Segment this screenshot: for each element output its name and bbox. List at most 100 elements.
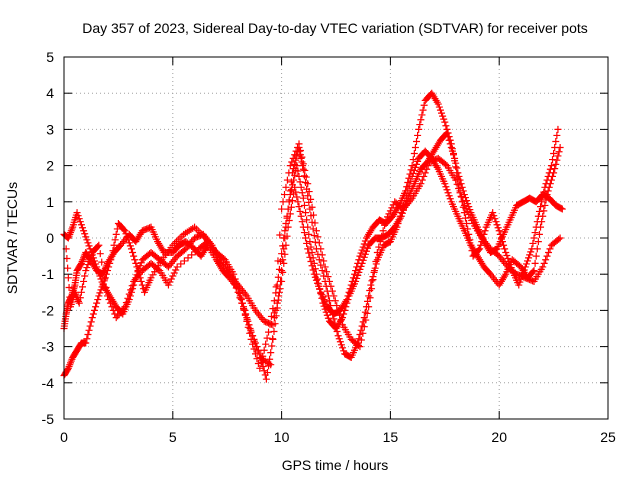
data-point xyxy=(321,263,329,271)
data-point xyxy=(84,331,92,339)
data-point xyxy=(220,255,228,263)
data-point xyxy=(96,250,104,258)
data-point xyxy=(370,267,378,275)
data-point xyxy=(372,258,380,266)
data-point xyxy=(546,165,554,173)
data-point xyxy=(297,183,305,191)
data-point xyxy=(296,147,304,155)
data-point xyxy=(283,176,291,184)
data-point xyxy=(305,249,313,257)
data-point xyxy=(362,316,370,324)
data-point xyxy=(546,245,554,253)
data-point xyxy=(87,318,95,326)
data-point xyxy=(95,292,103,300)
data-point xyxy=(302,173,310,181)
data-point xyxy=(383,213,391,221)
data-point xyxy=(448,147,456,155)
data-point xyxy=(317,245,325,253)
data-point xyxy=(464,225,472,233)
data-point xyxy=(276,285,284,293)
data-point xyxy=(336,338,344,346)
data-point xyxy=(325,277,333,285)
data-point xyxy=(246,329,254,337)
data-point xyxy=(308,248,316,256)
data-point xyxy=(93,299,101,307)
data-point xyxy=(251,350,259,358)
data-point xyxy=(466,213,474,221)
data-point xyxy=(290,176,298,184)
data-point xyxy=(102,283,110,291)
data-point xyxy=(265,328,273,336)
data-point xyxy=(557,204,565,212)
data-point xyxy=(278,205,286,213)
data-point xyxy=(554,125,562,133)
data-point xyxy=(339,344,347,352)
data-point xyxy=(275,288,283,296)
data-point xyxy=(233,280,241,288)
data-point xyxy=(476,245,484,253)
data-point xyxy=(515,281,523,289)
data-point xyxy=(534,212,542,220)
data-point xyxy=(65,283,73,291)
data-point xyxy=(456,187,464,195)
data-point xyxy=(269,335,277,343)
data-point xyxy=(98,258,106,266)
data-point xyxy=(132,259,140,267)
data-point xyxy=(468,217,476,225)
data-point xyxy=(278,250,286,258)
data-point xyxy=(403,183,411,191)
data-point xyxy=(367,281,375,289)
data-point xyxy=(292,147,300,155)
data-point xyxy=(137,259,145,267)
data-point xyxy=(243,317,251,325)
data-point xyxy=(76,218,84,226)
data-point xyxy=(113,225,121,233)
data-point xyxy=(184,254,192,262)
data-point xyxy=(419,106,427,114)
data-point xyxy=(86,255,94,263)
data-point xyxy=(354,271,362,279)
data-point xyxy=(517,275,525,283)
data-point xyxy=(531,259,539,267)
data-point xyxy=(445,192,453,200)
data-points xyxy=(60,89,566,383)
data-point xyxy=(340,310,348,318)
data-point xyxy=(314,233,322,241)
y-tick-label: -4 xyxy=(42,375,55,391)
data-point xyxy=(173,263,181,271)
chart-title: Day 357 of 2023, Sidereal Day-to-day VTE… xyxy=(82,20,588,36)
data-point xyxy=(550,150,558,158)
series-track-d xyxy=(62,125,562,372)
data-point xyxy=(99,280,107,288)
data-point xyxy=(316,285,324,293)
data-point xyxy=(366,286,374,294)
data-point xyxy=(541,201,549,209)
data-point xyxy=(107,256,115,264)
data-point xyxy=(64,366,72,374)
data-point xyxy=(357,336,365,344)
data-point xyxy=(552,137,560,145)
data-point xyxy=(285,217,293,225)
data-point xyxy=(75,215,83,223)
data-point xyxy=(83,335,91,343)
data-point xyxy=(298,189,306,197)
data-point xyxy=(361,250,369,258)
data-point xyxy=(545,248,553,256)
data-point xyxy=(270,309,278,317)
data-point xyxy=(444,133,452,141)
data-point xyxy=(74,212,82,220)
data-point xyxy=(167,275,175,283)
data-point xyxy=(334,332,342,340)
data-point xyxy=(555,148,563,156)
data-point xyxy=(520,266,528,274)
data-point xyxy=(311,219,319,227)
data-point xyxy=(236,290,244,298)
data-point xyxy=(421,169,429,177)
data-point xyxy=(478,238,486,246)
data-point xyxy=(320,272,328,280)
data-point xyxy=(343,299,351,307)
data-point xyxy=(327,282,335,290)
data-point xyxy=(353,274,361,282)
data-point xyxy=(373,248,381,256)
data-point xyxy=(192,225,200,233)
